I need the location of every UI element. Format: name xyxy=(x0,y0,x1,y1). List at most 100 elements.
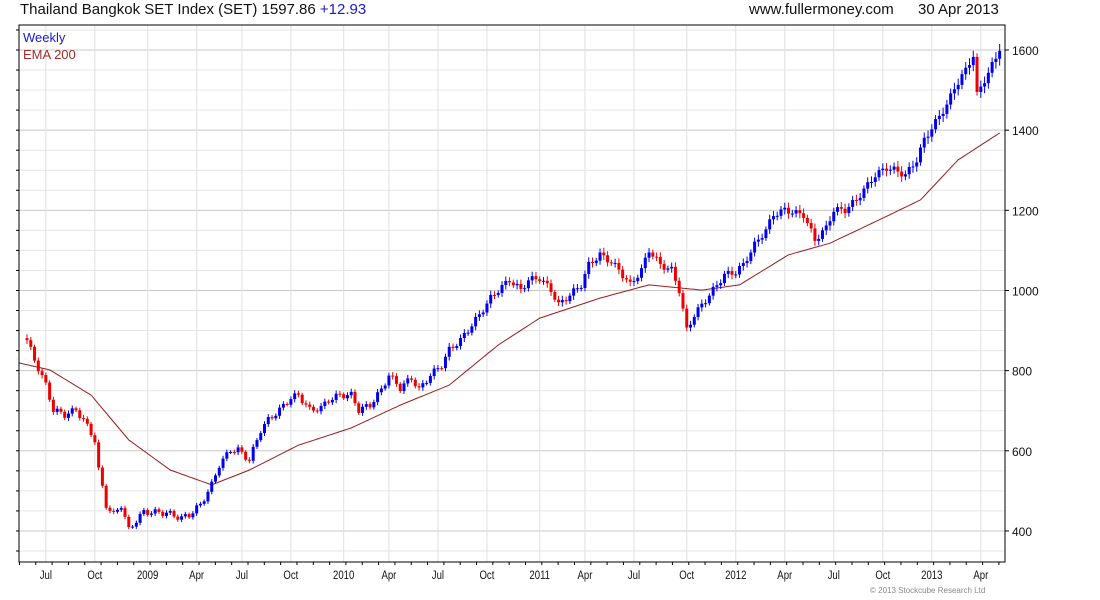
candle-up xyxy=(594,260,598,264)
candle-down xyxy=(557,299,561,303)
candle-up xyxy=(964,67,968,75)
candle-down xyxy=(353,391,357,404)
candle-up xyxy=(259,433,263,441)
candle-up xyxy=(500,285,504,293)
x-tick-label: Apr xyxy=(577,569,592,582)
candle-up xyxy=(255,440,259,447)
candle-up xyxy=(274,415,278,419)
candle-up xyxy=(828,221,832,226)
candle-down xyxy=(40,371,44,376)
candle-up xyxy=(711,286,715,296)
candle-up xyxy=(990,62,994,73)
candle-up xyxy=(334,393,338,400)
candle-up xyxy=(281,403,285,408)
candle-up xyxy=(960,74,964,85)
candle-up xyxy=(862,188,866,198)
candle-up xyxy=(722,273,726,284)
candle-down xyxy=(59,408,63,412)
candle-down xyxy=(843,208,847,214)
candle-down xyxy=(308,404,312,407)
site-link[interactable]: www.fullermoney.com xyxy=(749,1,894,18)
candle-down xyxy=(854,200,858,202)
candle-up xyxy=(689,324,693,328)
candle-up xyxy=(138,513,142,523)
candle-down xyxy=(176,516,180,520)
candle-down xyxy=(538,279,542,282)
candle-down xyxy=(813,228,817,241)
candle-down xyxy=(112,510,116,512)
candle-up xyxy=(994,58,998,63)
candle-down xyxy=(685,308,689,328)
candle-up xyxy=(515,283,519,286)
candle-up xyxy=(191,513,195,518)
candle-down xyxy=(29,340,33,347)
ema200-line xyxy=(19,132,1000,486)
candle-up xyxy=(756,239,760,242)
y-tick-label: 400 xyxy=(1012,525,1032,539)
x-tick-label: 2012 xyxy=(725,569,746,582)
candle-up xyxy=(817,238,821,241)
candle-down xyxy=(315,410,319,412)
y-tick-label: 1600 xyxy=(1012,44,1039,58)
y-tick-label: 800 xyxy=(1012,365,1032,379)
x-tick-label: Apr xyxy=(189,569,204,582)
candle-down xyxy=(97,442,101,468)
candle-down xyxy=(896,166,900,172)
candle-down xyxy=(89,423,93,436)
candle-down xyxy=(270,417,274,419)
candle-up xyxy=(195,505,199,514)
candle-down xyxy=(658,256,662,264)
candle-up xyxy=(149,513,153,515)
x-tick-label: Oct xyxy=(875,569,890,582)
candle-down xyxy=(304,403,308,405)
candle-down xyxy=(440,368,444,370)
candle-up xyxy=(142,510,146,514)
candle-up xyxy=(715,285,719,287)
candle-up xyxy=(866,182,870,189)
candle-up xyxy=(278,407,282,416)
copyright: © 2013 Stockcube Research Ltd xyxy=(870,586,986,595)
candle-up xyxy=(225,452,229,459)
candle-up xyxy=(666,268,670,270)
candle-up xyxy=(934,119,938,130)
plot-frame xyxy=(18,24,1006,563)
candle-up xyxy=(379,388,383,393)
candle-up xyxy=(749,252,753,262)
candle-up xyxy=(402,383,406,392)
candle-up xyxy=(983,83,987,87)
candle-up xyxy=(700,303,704,308)
candle-up xyxy=(930,129,934,137)
candle-down xyxy=(338,393,342,395)
candle-down xyxy=(232,452,236,454)
candle-up xyxy=(323,401,327,406)
candle-up xyxy=(251,446,255,461)
candle-up xyxy=(704,303,708,305)
candle-down xyxy=(617,262,621,270)
candle-up xyxy=(956,84,960,90)
candle-down xyxy=(100,467,104,486)
candle-up xyxy=(485,303,489,313)
candle-up xyxy=(523,288,527,290)
candle-down xyxy=(508,280,512,283)
candle-up xyxy=(918,147,922,163)
candle-up xyxy=(903,174,907,177)
candle-up xyxy=(361,406,365,413)
candle-up xyxy=(583,273,587,289)
candle-up xyxy=(764,229,768,239)
candle-down xyxy=(802,213,806,218)
candle-down xyxy=(413,379,417,387)
candle-up xyxy=(289,399,293,405)
candle-up xyxy=(670,266,674,269)
candle-up xyxy=(447,346,451,357)
candle-up xyxy=(794,210,798,214)
candle-up xyxy=(229,452,233,454)
candle-up xyxy=(263,424,267,434)
candle-down xyxy=(606,255,610,263)
price-change: +12.93 xyxy=(319,1,367,18)
candle-up xyxy=(922,137,926,148)
candle-up xyxy=(968,65,971,68)
candle-up xyxy=(692,316,696,325)
candle-up xyxy=(183,514,187,517)
candle-up xyxy=(530,276,534,281)
